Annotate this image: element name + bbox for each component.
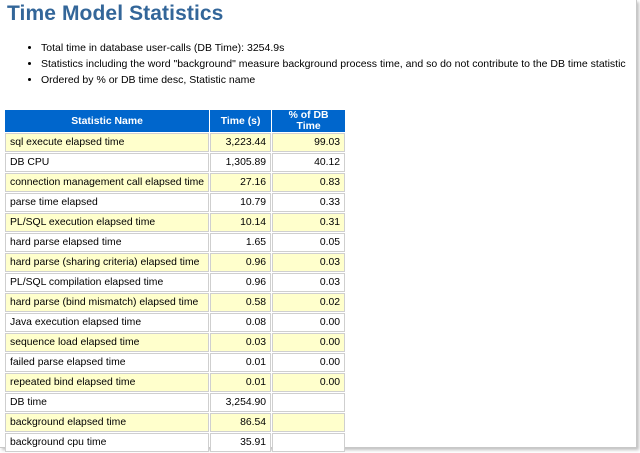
table-row: background elapsed time 86.54 bbox=[5, 413, 346, 432]
time-cell: 0.96 bbox=[210, 273, 272, 292]
statistic-name-cell: DB time bbox=[5, 393, 210, 412]
statistic-name-cell: Java execution elapsed time bbox=[5, 313, 210, 332]
time-cell: 3,223.44 bbox=[210, 133, 272, 152]
pct-db-time-cell: 99.03 bbox=[272, 133, 346, 152]
table-row: sql execute elapsed time 3,223.44 99.03 bbox=[5, 133, 346, 152]
table-row: repeated bind elapsed time 0.01 0.00 bbox=[5, 373, 346, 392]
time-cell: 0.03 bbox=[210, 333, 272, 352]
note-db-time: Total time in database user-calls (DB Ti… bbox=[41, 40, 626, 56]
time-model-table: Statistic Name Time (s) % of DB Time sql… bbox=[4, 109, 346, 453]
table-header-row: Statistic Name Time (s) % of DB Time bbox=[5, 110, 346, 132]
table-row: Java execution elapsed time 0.08 0.00 bbox=[5, 313, 346, 332]
statistic-name-cell: sequence load elapsed time bbox=[5, 333, 210, 352]
table-row: connection management call elapsed time 2… bbox=[5, 173, 346, 192]
column-header-statistic-name: Statistic Name bbox=[5, 110, 210, 132]
statistic-name-cell: hard parse (bind mismatch) elapsed time bbox=[5, 293, 210, 312]
table-row: failed parse elapsed time 0.01 0.00 bbox=[5, 353, 346, 372]
statistic-name-cell: DB CPU bbox=[5, 153, 210, 172]
pct-db-time-cell: 0.05 bbox=[272, 233, 346, 252]
pct-db-time-cell: 0.03 bbox=[272, 273, 346, 292]
time-cell: 1,305.89 bbox=[210, 153, 272, 172]
statistic-name-cell: hard parse (sharing criteria) elapsed ti… bbox=[5, 253, 210, 272]
table-row: hard parse (sharing criteria) elapsed ti… bbox=[5, 253, 346, 272]
time-cell: 10.79 bbox=[210, 193, 272, 212]
statistic-name-cell: background elapsed time bbox=[5, 413, 210, 432]
pct-db-time-cell: 0.31 bbox=[272, 213, 346, 232]
pct-db-time-cell: 0.33 bbox=[272, 193, 346, 212]
pct-db-time-cell: 0.83 bbox=[272, 173, 346, 192]
pct-db-time-cell bbox=[272, 433, 346, 452]
time-cell: 0.01 bbox=[210, 373, 272, 392]
statistic-name-cell: failed parse elapsed time bbox=[5, 353, 210, 372]
table-row: parse time elapsed 10.79 0.33 bbox=[5, 193, 346, 212]
statistic-name-cell: connection management call elapsed time bbox=[5, 173, 210, 192]
pct-db-time-cell: 0.00 bbox=[272, 313, 346, 332]
notes-list: Total time in database user-calls (DB Ti… bbox=[22, 40, 626, 88]
pct-db-time-cell: 0.02 bbox=[272, 293, 346, 312]
time-cell: 35.91 bbox=[210, 433, 272, 452]
time-cell: 0.08 bbox=[210, 313, 272, 332]
page-title: Time Model Statistics bbox=[7, 2, 224, 25]
table-row: PL/SQL compilation elapsed time 0.96 0.03 bbox=[5, 273, 346, 292]
table-row: sequence load elapsed time 0.03 0.00 bbox=[5, 333, 346, 352]
pct-db-time-cell bbox=[272, 413, 346, 432]
time-cell: 27.16 bbox=[210, 173, 272, 192]
table-row: PL/SQL execution elapsed time 10.14 0.31 bbox=[5, 213, 346, 232]
pct-db-time-cell: 40.12 bbox=[272, 153, 346, 172]
table-row: DB CPU 1,305.89 40.12 bbox=[5, 153, 346, 172]
pct-db-time-cell: 0.00 bbox=[272, 333, 346, 352]
table-body: sql execute elapsed time 3,223.44 99.03 DB … bbox=[5, 133, 346, 452]
statistic-name-cell: PL/SQL execution elapsed time bbox=[5, 213, 210, 232]
time-cell: 1.65 bbox=[210, 233, 272, 252]
time-cell: 0.96 bbox=[210, 253, 272, 272]
time-cell: 0.58 bbox=[210, 293, 272, 312]
statistic-name-cell: hard parse elapsed time bbox=[5, 233, 210, 252]
time-cell: 3,254.90 bbox=[210, 393, 272, 412]
table-row: DB time 3,254.90 bbox=[5, 393, 346, 412]
time-cell: 86.54 bbox=[210, 413, 272, 432]
pct-db-time-cell bbox=[272, 393, 346, 412]
pct-db-time-cell: 0.00 bbox=[272, 373, 346, 392]
statistic-name-cell: repeated bind elapsed time bbox=[5, 373, 210, 392]
pct-db-time-cell: 0.03 bbox=[272, 253, 346, 272]
time-cell: 10.14 bbox=[210, 213, 272, 232]
column-header-time: Time (s) bbox=[210, 110, 272, 132]
pct-db-time-cell: 0.00 bbox=[272, 353, 346, 372]
column-header-pct-db-time: % of DB Time bbox=[272, 110, 346, 132]
time-cell: 0.01 bbox=[210, 353, 272, 372]
statistic-name-cell: sql execute elapsed time bbox=[5, 133, 210, 152]
statistic-name-cell: parse time elapsed bbox=[5, 193, 210, 212]
statistic-name-cell: PL/SQL compilation elapsed time bbox=[5, 273, 210, 292]
note-ordering: Ordered by % or DB time desc, Statistic … bbox=[41, 72, 626, 88]
table-row: hard parse (bind mismatch) elapsed time 0… bbox=[5, 293, 346, 312]
note-background: Statistics including the word "backgroun… bbox=[41, 56, 626, 72]
table-row: hard parse elapsed time 1.65 0.05 bbox=[5, 233, 346, 252]
statistic-name-cell: background cpu time bbox=[5, 433, 210, 452]
table-row: background cpu time 35.91 bbox=[5, 433, 346, 452]
